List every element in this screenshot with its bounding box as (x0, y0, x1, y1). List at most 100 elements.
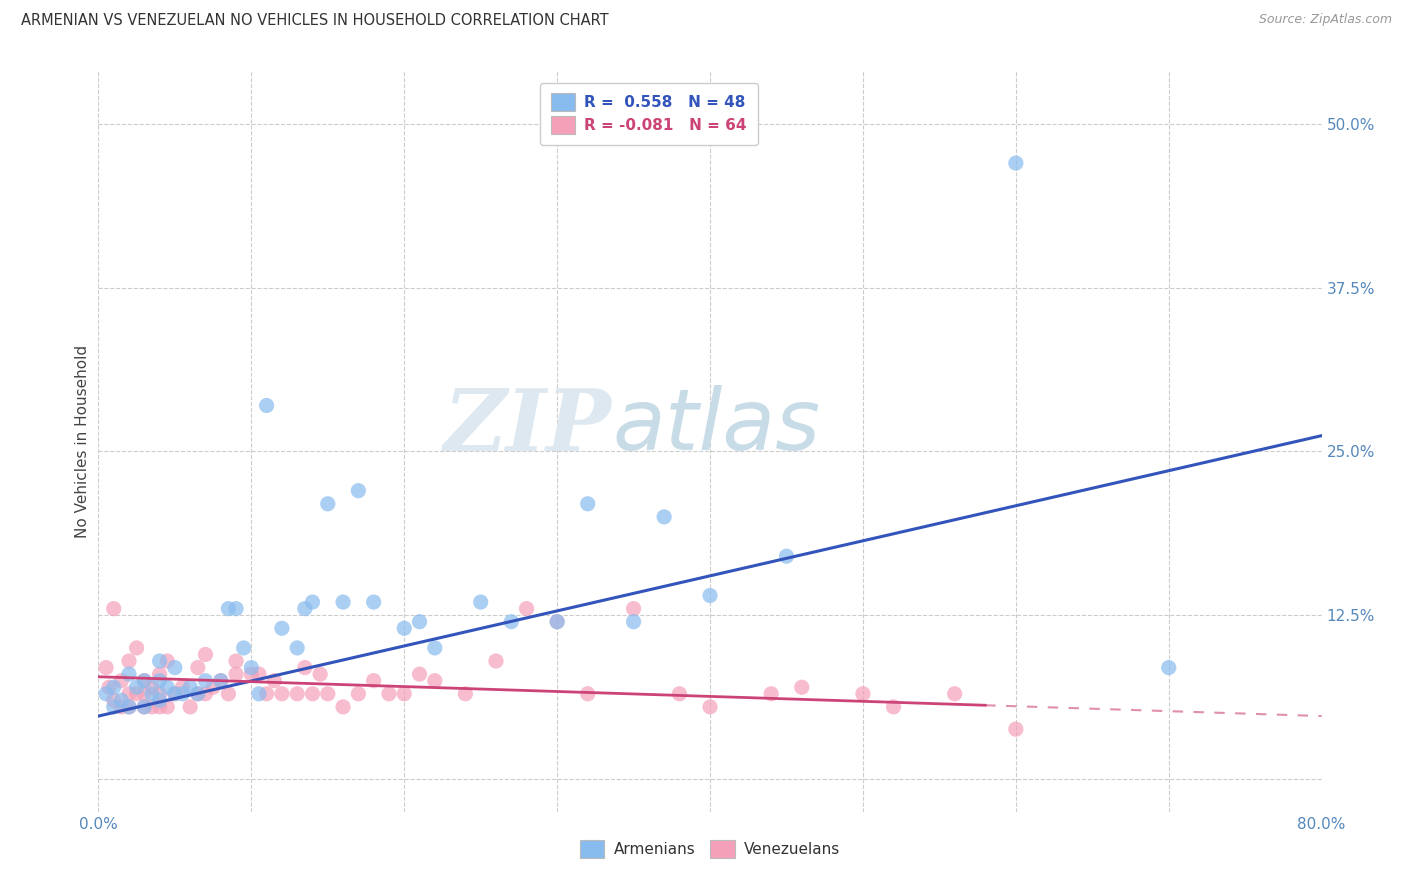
Point (270, 687, 292, 701)
Point (202, 680, 225, 694)
Point (623, 615, 645, 629)
Point (363, 673, 385, 688)
Point (179, 680, 201, 694)
Point (1157, 660, 1180, 674)
Point (163, 687, 186, 701)
Point (256, 399, 278, 413)
Point (149, 673, 172, 688)
Point (194, 648, 217, 662)
Point (149, 693, 172, 707)
Point (217, 687, 239, 701)
Point (134, 699, 156, 714)
Point (110, 693, 132, 707)
Point (759, 687, 782, 701)
Point (485, 654, 508, 668)
Point (141, 699, 163, 714)
Point (156, 699, 179, 714)
Point (149, 654, 172, 668)
Point (347, 483, 370, 498)
Point (309, 667, 332, 681)
Point (294, 601, 316, 615)
Point (256, 687, 278, 701)
Point (118, 699, 141, 714)
Point (103, 601, 125, 615)
Point (187, 660, 209, 674)
Point (408, 667, 430, 681)
Point (110, 673, 132, 688)
Point (546, 615, 568, 629)
Point (125, 680, 148, 694)
Point (1004, 722, 1026, 736)
Point (240, 660, 263, 674)
Point (423, 640, 446, 655)
Point (225, 654, 247, 668)
Point (883, 699, 905, 714)
Point (172, 680, 194, 694)
Point (285, 687, 308, 701)
Point (301, 595, 323, 609)
Point (149, 687, 172, 701)
Point (347, 687, 370, 701)
Point (187, 687, 209, 701)
Point (118, 654, 141, 668)
Point (270, 621, 292, 635)
Point (392, 621, 416, 635)
Point (294, 660, 316, 674)
Point (1004, 156, 1026, 170)
Point (652, 509, 675, 524)
Y-axis label: No Vehicles in Household: No Vehicles in Household (75, 345, 90, 538)
Point (209, 673, 232, 688)
Point (790, 680, 813, 694)
Point (943, 687, 966, 701)
Point (247, 667, 270, 681)
Point (247, 687, 270, 701)
Point (392, 687, 416, 701)
Point (118, 699, 141, 714)
Point (194, 687, 217, 701)
Point (179, 699, 201, 714)
Point (332, 699, 354, 714)
Point (98, 680, 121, 694)
Point (225, 601, 247, 615)
Point (217, 601, 239, 615)
Point (699, 589, 721, 603)
Point (576, 497, 599, 511)
Point (378, 687, 401, 701)
Point (118, 667, 141, 681)
Point (141, 687, 163, 701)
Point (316, 687, 339, 701)
Point (149, 699, 172, 714)
Point (103, 680, 125, 694)
Point (699, 699, 721, 714)
Point (623, 601, 645, 615)
Point (301, 687, 323, 701)
Point (156, 654, 179, 668)
Point (172, 687, 194, 701)
Text: Source: ZipAtlas.com: Source: ZipAtlas.com (1258, 13, 1392, 27)
Point (103, 699, 125, 714)
Text: atlas: atlas (612, 385, 820, 468)
Point (232, 640, 254, 655)
Point (134, 673, 156, 688)
Point (225, 667, 247, 681)
Point (363, 595, 385, 609)
Point (263, 673, 285, 688)
Point (285, 640, 308, 655)
Point (118, 687, 141, 701)
Text: ZIP: ZIP (444, 385, 612, 468)
Point (125, 640, 148, 655)
Point (501, 615, 523, 629)
Point (408, 615, 430, 629)
Point (94, 660, 117, 674)
Point (149, 667, 172, 681)
Point (94, 687, 117, 701)
Point (576, 687, 599, 701)
Legend: R =  0.558   N = 48, R = -0.081   N = 64: R = 0.558 N = 48, R = -0.081 N = 64 (540, 83, 758, 145)
Point (163, 687, 186, 701)
Point (316, 497, 339, 511)
Point (163, 660, 186, 674)
Point (775, 549, 797, 564)
Point (852, 687, 875, 701)
Point (134, 687, 156, 701)
Point (125, 687, 148, 701)
